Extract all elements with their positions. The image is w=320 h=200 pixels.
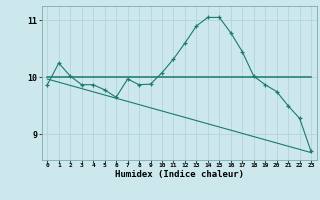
- X-axis label: Humidex (Indice chaleur): Humidex (Indice chaleur): [115, 170, 244, 179]
